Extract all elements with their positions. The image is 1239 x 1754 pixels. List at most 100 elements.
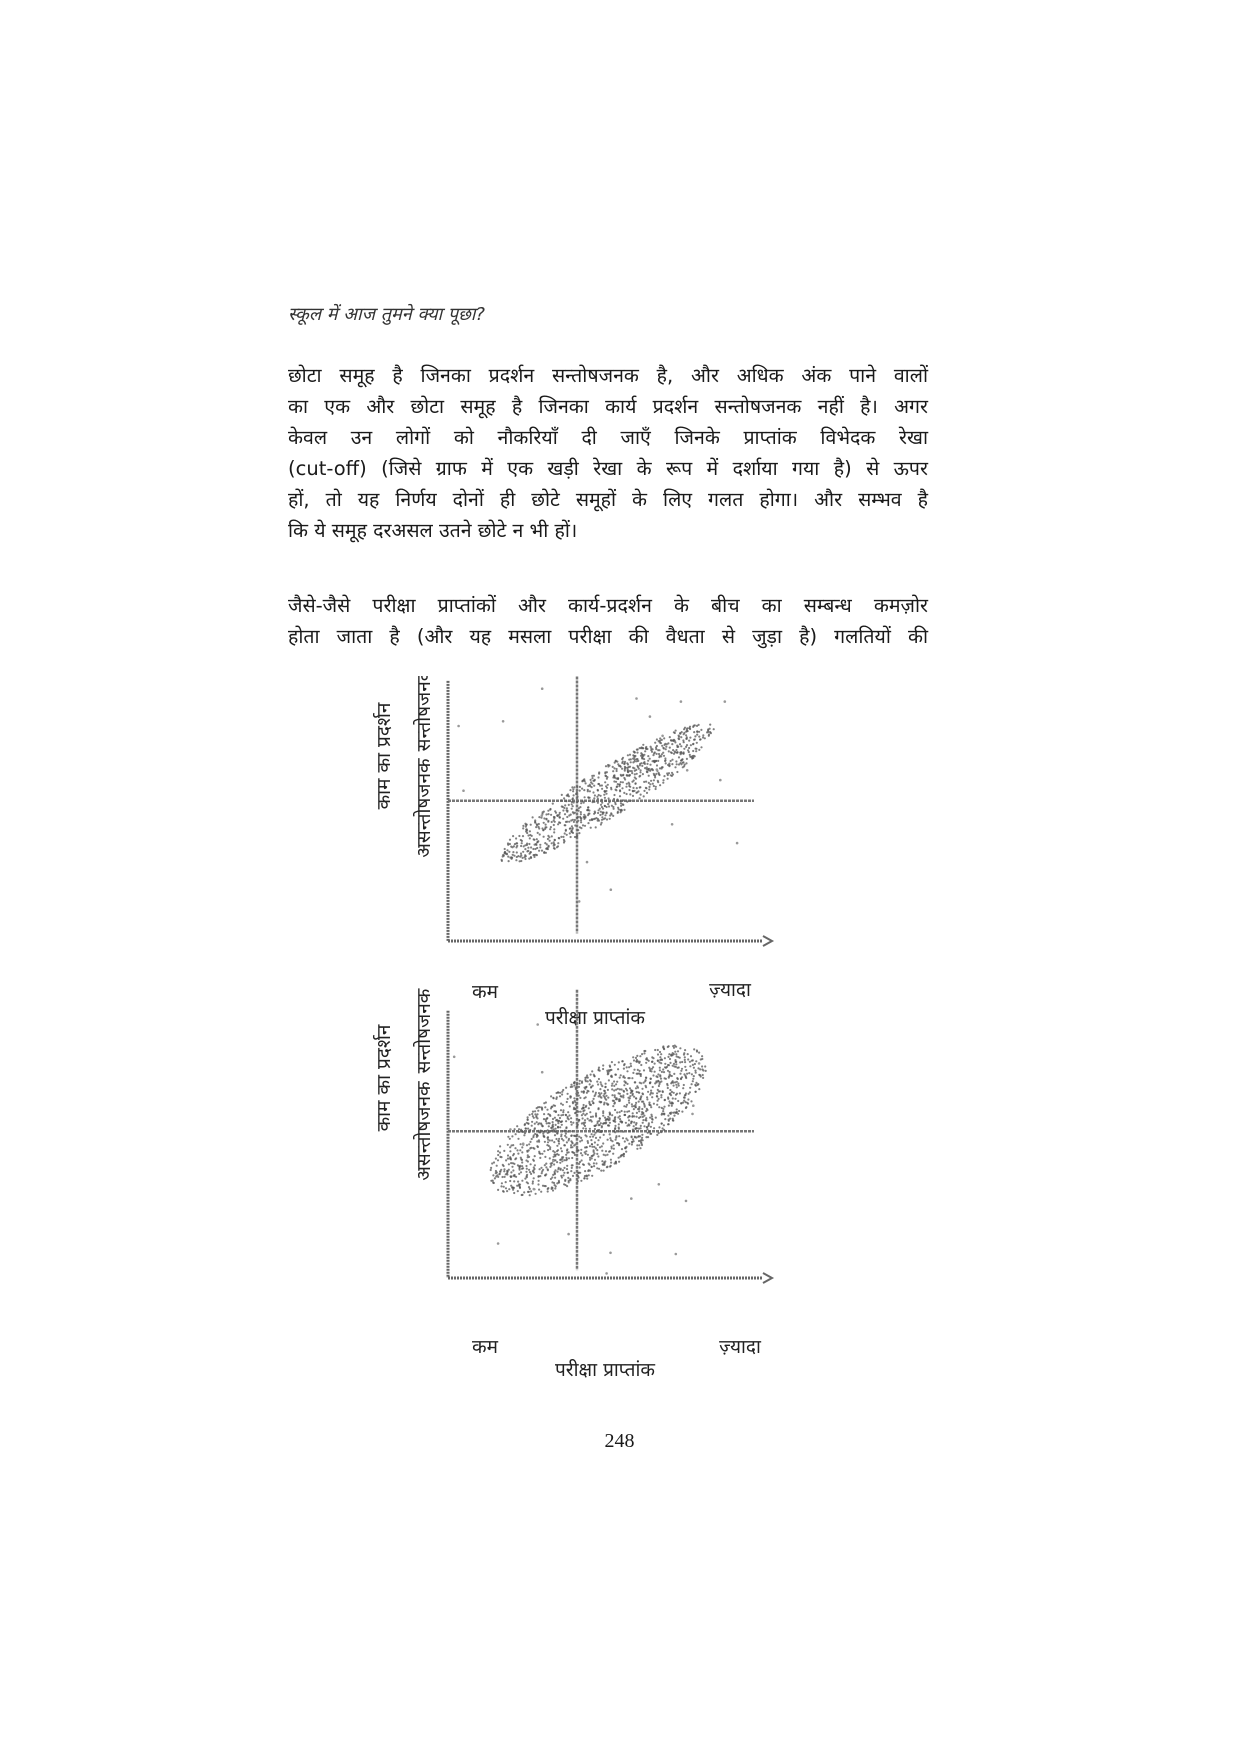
scatter-point [663, 737, 666, 740]
scatter-point [541, 1125, 544, 1128]
scatter-point [580, 1139, 584, 1142]
scatter-point [565, 1100, 568, 1104]
scatter-point [537, 1179, 540, 1182]
scatter-point [528, 1194, 531, 1197]
scatter-point [626, 1082, 629, 1085]
scatter-point [635, 1097, 638, 1100]
scatter-point [674, 1093, 678, 1096]
scatter-point [642, 743, 645, 746]
scatter-point [594, 811, 597, 814]
scatter-point [588, 1100, 591, 1103]
scatter-point [707, 734, 710, 737]
scatter-point [540, 1106, 543, 1109]
scatter-point [523, 1134, 526, 1137]
scatter-point [659, 737, 662, 740]
scatter-point [561, 1157, 564, 1160]
scatter-point [567, 1176, 570, 1179]
scatter-point [542, 829, 545, 832]
scatter-point [662, 1110, 665, 1113]
scatter-point [553, 816, 556, 819]
scatter-point [604, 1122, 607, 1125]
scatter-point [685, 757, 688, 760]
scatter-point [588, 1083, 591, 1086]
scatter-point [719, 778, 722, 782]
chart1-x-high-label: ज़्यादा [709, 979, 752, 1001]
scatter-point [553, 1151, 556, 1154]
scatter-point [677, 734, 680, 737]
scatter-point [530, 856, 533, 859]
scatter-point [577, 807, 580, 810]
scatter-point [631, 1115, 634, 1118]
scatter-point [619, 765, 622, 768]
scatter-point [698, 1088, 701, 1091]
scatter-point [618, 795, 622, 798]
scatter-point [644, 747, 647, 750]
scatter-point [503, 847, 506, 851]
scatter-point [531, 1112, 534, 1116]
scatter-point [654, 787, 657, 791]
scatter-point [652, 759, 656, 763]
scatter-point [582, 801, 585, 804]
scatter-point [618, 1076, 621, 1079]
scatter-point [652, 1102, 655, 1105]
scatter-point [668, 764, 671, 767]
scatter-point [626, 754, 629, 757]
scatter-point [675, 1053, 678, 1056]
scatter-point [677, 1082, 680, 1085]
scatter-point [510, 1144, 513, 1147]
scatter-point [628, 1110, 631, 1113]
scatter-point [678, 743, 682, 746]
scatter-point [511, 856, 514, 859]
scatter-point [623, 1105, 626, 1108]
scatter-point [657, 771, 660, 774]
scatter-point [612, 807, 615, 810]
scatter-point [650, 1089, 653, 1092]
scatter-point [568, 827, 571, 830]
scatter-point [655, 752, 658, 755]
scatter-point [529, 1140, 532, 1143]
scatter-point [570, 1117, 573, 1120]
scatter-point [662, 1068, 665, 1071]
scatter-point [623, 808, 626, 811]
scatter-point [612, 1105, 615, 1108]
scatter-point [579, 1096, 582, 1099]
scatter-point [584, 1078, 587, 1081]
scatter-point [562, 1109, 565, 1112]
scatter-point [610, 1161, 613, 1164]
scatter-point [519, 1164, 522, 1167]
scatter-point [633, 1121, 636, 1124]
scatter-point [558, 816, 561, 819]
scatter-point [600, 1130, 603, 1133]
scatter-point [507, 843, 510, 846]
scatter-point [518, 1167, 521, 1170]
scatter-point [593, 794, 596, 797]
scatter-point [582, 1090, 585, 1093]
scatter-point [643, 789, 646, 792]
scatter-point [497, 1188, 500, 1191]
scatter-point [542, 1130, 545, 1133]
scatter-point [613, 1089, 616, 1092]
scatter-point [629, 793, 632, 796]
scatter-point [517, 1180, 520, 1183]
scatter-point [608, 1150, 612, 1153]
scatter-point [501, 1175, 504, 1179]
scatter-point [557, 823, 560, 826]
scatter-point [575, 1092, 578, 1095]
scatter-point [576, 1180, 579, 1183]
scatter-point [520, 1158, 523, 1161]
scatter-point [677, 1084, 680, 1087]
scatter-point [676, 1066, 679, 1069]
scatter-point [646, 1128, 649, 1131]
scatter-point [579, 819, 583, 822]
scatter-point [565, 1168, 569, 1171]
scatter-point [586, 809, 589, 812]
scatter-point [625, 774, 628, 777]
scatter-point [563, 1129, 567, 1132]
scatter-point [593, 1127, 596, 1131]
scatter-point [680, 759, 683, 762]
scatter-point [641, 1133, 644, 1136]
scatter-point [553, 831, 556, 834]
scatter-point [614, 788, 617, 791]
scatter-point [547, 1148, 550, 1152]
scatter-point [659, 1058, 662, 1062]
